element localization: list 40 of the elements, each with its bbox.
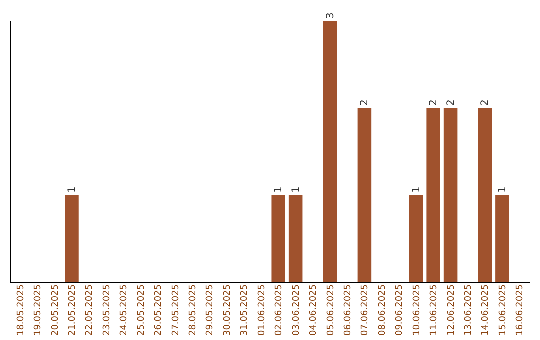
x-tick-label: 08.06.2025 [378,284,388,336]
x-tick-label: 13.06.2025 [464,284,474,336]
x-tick-label: 11.06.2025 [430,284,440,336]
x-tick-label: 20.05.2025 [50,284,61,336]
x-tick-label: 19.05.2025 [34,284,44,336]
x-tick-label: 26.05.2025 [154,284,164,336]
x-tick-label: 09.06.2025 [395,284,406,336]
data-label: 1 [274,186,285,193]
x-tick-label: 15.06.2025 [498,284,508,336]
x-tick-label: 21.05.2025 [68,284,78,336]
x-tick-label: 22.05.2025 [85,284,96,336]
data-label: 1 [411,186,422,193]
x-tick-label: 14.06.2025 [481,284,492,336]
data-label: 3 [325,12,336,19]
data-label: 2 [446,100,457,106]
x-tick-label: 03.06.2025 [292,284,302,336]
x-tick-label: 10.06.2025 [412,284,422,336]
x-tick-label: 30.05.2025 [222,284,233,336]
x-tick-label: 16.06.2025 [516,284,526,336]
x-tick-label: 04.06.2025 [309,284,320,336]
x-tick-label: 18.05.2025 [16,284,26,336]
x-tick-label: 31.05.2025 [240,284,250,336]
x-tick-label: 12.06.2025 [446,284,457,336]
x-tick-label: 28.05.2025 [188,284,199,336]
x-tick-label: 06.06.2025 [343,284,354,336]
data-label: 1 [66,186,78,193]
x-tick-label: 07.06.2025 [360,284,371,336]
x-tick-label: 24.05.2025 [120,284,130,336]
x-tick-label: 27.05.2025 [171,284,182,336]
x-tick-label: 25.05.2025 [136,284,147,336]
x-tick-label: 23.05.2025 [102,284,112,336]
data-label: 1 [290,186,302,193]
x-tick-label: 01.06.2025 [257,284,268,336]
data-label: 2 [480,100,492,106]
data-label: 2 [428,100,440,106]
data-label: 1 [497,186,508,193]
x-tick-label: 29.05.2025 [206,284,216,336]
data-label: 2 [360,100,371,106]
x-tick-label: 05.06.2025 [326,284,336,336]
x-tick-label: 02.06.2025 [274,284,285,336]
